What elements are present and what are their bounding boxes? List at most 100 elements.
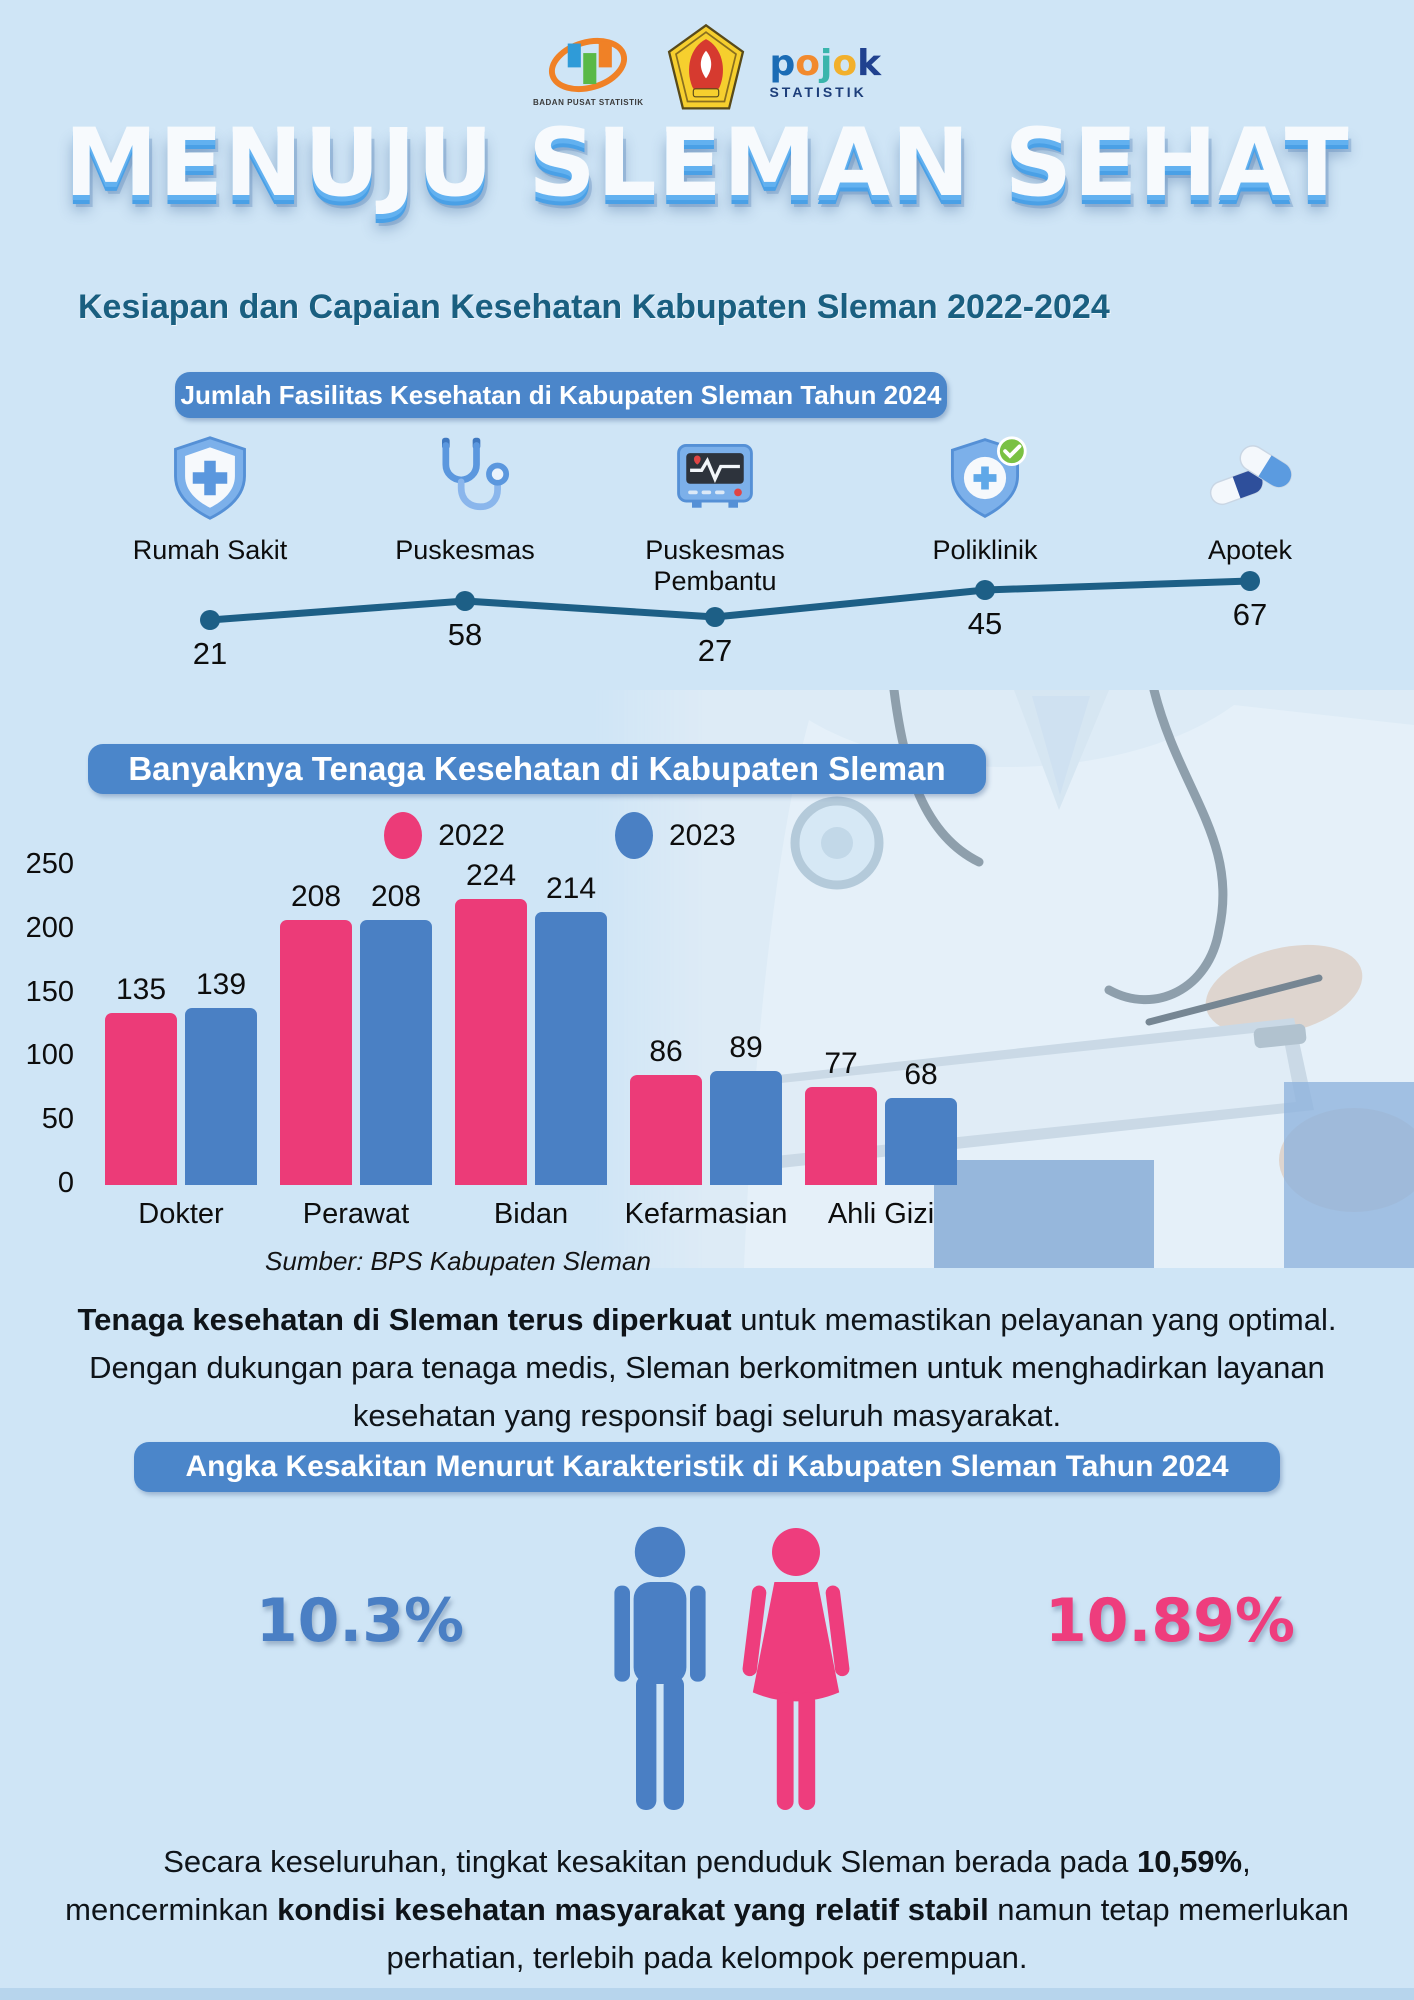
morbidity-heading: Angka Kesakitan Menurut Karakteristik di… [134, 1442, 1280, 1492]
line-dot [200, 610, 220, 630]
bar-2023-dokter [185, 1008, 257, 1185]
legend-label: 2022 [438, 818, 505, 852]
pojok-letter: o [795, 43, 820, 84]
facility-value: 45 [967, 606, 1003, 641]
bar-value-label: 89 [729, 1031, 763, 1064]
bps-logo-caption: BADAN PUSAT STATISTIK [532, 97, 644, 107]
male-morbidity-value: 10.3% [255, 1586, 465, 1656]
pojok-letter: o [832, 43, 858, 84]
pojok-letter: k [857, 43, 882, 84]
pojok-letter: j [819, 43, 833, 84]
line-dot [975, 580, 995, 600]
facility-item: Puskesmas Pembantu [600, 432, 830, 597]
bps-logo-mark [549, 37, 628, 92]
x-axis-label: Ahli Gizi [827, 1198, 935, 1230]
legend-item: 2022 [384, 812, 505, 859]
workers-narrative-bold: Tenaga kesehatan di Sleman terus diperku… [77, 1302, 732, 1337]
x-axis-label: Kefarmasian [624, 1198, 788, 1230]
male-silhouette-icon [614, 1526, 706, 1810]
y-axis-tick: 250 [25, 848, 74, 880]
pojok-statistik-logo: pojok STATISTIK [769, 40, 881, 101]
facility-label: Puskesmas Pembantu [645, 535, 785, 597]
bar-2023-ahli-gizi [885, 1098, 957, 1185]
morbidity-narrative: Secara keseluruhan, tingkat kesakitan pe… [60, 1838, 1354, 1982]
bar-2022-dokter [105, 1013, 177, 1185]
bar-value-label: 135 [115, 973, 167, 1006]
chart-source: Sumber: BPS Kabupaten Sleman [265, 1246, 651, 1276]
workers-heading: Banyaknya Tenaga Kesehatan di Kabupaten … [88, 744, 986, 794]
female-silhouette-icon [742, 1528, 850, 1810]
stethoscope-icon [419, 437, 511, 528]
legend-swatch-icon [384, 812, 423, 859]
pills-icon [1204, 445, 1296, 528]
bar-2022-perawat [280, 920, 352, 1185]
bar-2023-kefarmasian [710, 1071, 782, 1185]
morbidity-narrative-part1: Secara keseluruhan, tingkat kesakitan pe… [163, 1844, 1137, 1879]
bar-2023-bidan [535, 912, 607, 1185]
pojok-letter: p [769, 43, 796, 84]
female-figure-icon [724, 1522, 868, 1839]
facility-value: 21 [192, 636, 228, 671]
x-axis-label: Bidan [493, 1198, 569, 1230]
page-title: MENUJU SLEMAN SEHAT [64, 109, 1350, 218]
female-morbidity-value: 10.89% [1045, 1586, 1295, 1656]
bar-value-label: 224 [465, 859, 517, 892]
bar-value-label: 77 [824, 1047, 858, 1080]
bar-2023-perawat [360, 920, 432, 1185]
bar-value-label: 208 [370, 880, 422, 913]
line-dot [705, 607, 725, 627]
facility-label: Apotek [1207, 535, 1293, 565]
logo-row: BADAN PUSAT STATISTIK pojok STATISTIK [0, 22, 1414, 118]
facilities-line-chart: 21 58 27 45 67 [0, 560, 1414, 710]
facility-item: Rumah Sakit [95, 432, 325, 566]
bps-logo: BADAN PUSAT STATISTIK [533, 34, 644, 107]
workers-narrative-rest: untuk memastikan pelayanan yang optimal.… [89, 1302, 1337, 1433]
y-axis-tick: 150 [25, 975, 74, 1008]
chart-legend: 2022 2023 [0, 812, 1120, 859]
x-axis-label: Perawat [302, 1198, 410, 1230]
facility-label: Rumah Sakit [132, 535, 288, 565]
hospital-shield-icon [164, 436, 256, 528]
upn-emblem-icon [668, 23, 745, 110]
bar-2022-bidan [455, 899, 527, 1185]
bar-2022-kefarmasian [630, 1075, 702, 1185]
y-axis-tick: 0 [57, 1167, 74, 1199]
morbidity-narrative-bold2: kondisi kesehatan masyarakat yang relati… [277, 1892, 989, 1927]
bar-value-label: 214 [545, 872, 597, 905]
x-axis-label: Dokter [138, 1198, 224, 1230]
page-subtitle: Kesiapan dan Capaian Kesehatan Kabupaten… [78, 288, 1110, 326]
facility-item: Poliklinik [870, 432, 1100, 566]
male-figure-icon [588, 1522, 732, 1839]
bar-value-label: 208 [290, 880, 342, 913]
legend-swatch-icon [615, 812, 653, 859]
heart-monitor-icon [669, 443, 761, 528]
pojok-wordmark-sub: STATISTIK [769, 84, 867, 100]
facility-line-svg [200, 571, 1260, 630]
pojok-wordmark: pojok [769, 46, 881, 82]
facility-value: 67 [1232, 597, 1268, 632]
legend-item: 2023 [615, 812, 736, 859]
facility-label: Puskesmas [395, 535, 535, 565]
facility-item: Apotek [1135, 432, 1365, 566]
line-dot [455, 591, 475, 611]
facility-label: Poliklinik [932, 535, 1038, 565]
line-dot [1240, 571, 1260, 591]
upn-veteran-logo [665, 23, 747, 118]
shield-check-icon [939, 436, 1031, 528]
y-axis-tick: 200 [25, 911, 74, 944]
y-axis-tick: 50 [41, 1103, 74, 1136]
facilities-heading: Jumlah Fasilitas Kesehatan di Kabupaten … [175, 372, 947, 418]
bar-2022-ahli-gizi [805, 1087, 877, 1185]
morbidity-narrative-part3: namun tetap memerlukan perhatian, terleb… [386, 1892, 1349, 1975]
bar-value-label: 68 [904, 1058, 938, 1091]
morbidity-narrative-bold1: 10,59% [1136, 1844, 1243, 1879]
facility-value: 58 [447, 617, 483, 652]
facility-value: 27 [697, 633, 733, 668]
workers-narrative: Tenaga kesehatan di Sleman terus diperku… [45, 1296, 1369, 1440]
footer-strip [0, 1988, 1414, 2000]
legend-label: 2023 [669, 818, 736, 852]
y-axis-tick: 100 [25, 1039, 74, 1072]
facility-item: Puskesmas [350, 432, 580, 566]
bar-value-label: 139 [195, 968, 247, 1001]
